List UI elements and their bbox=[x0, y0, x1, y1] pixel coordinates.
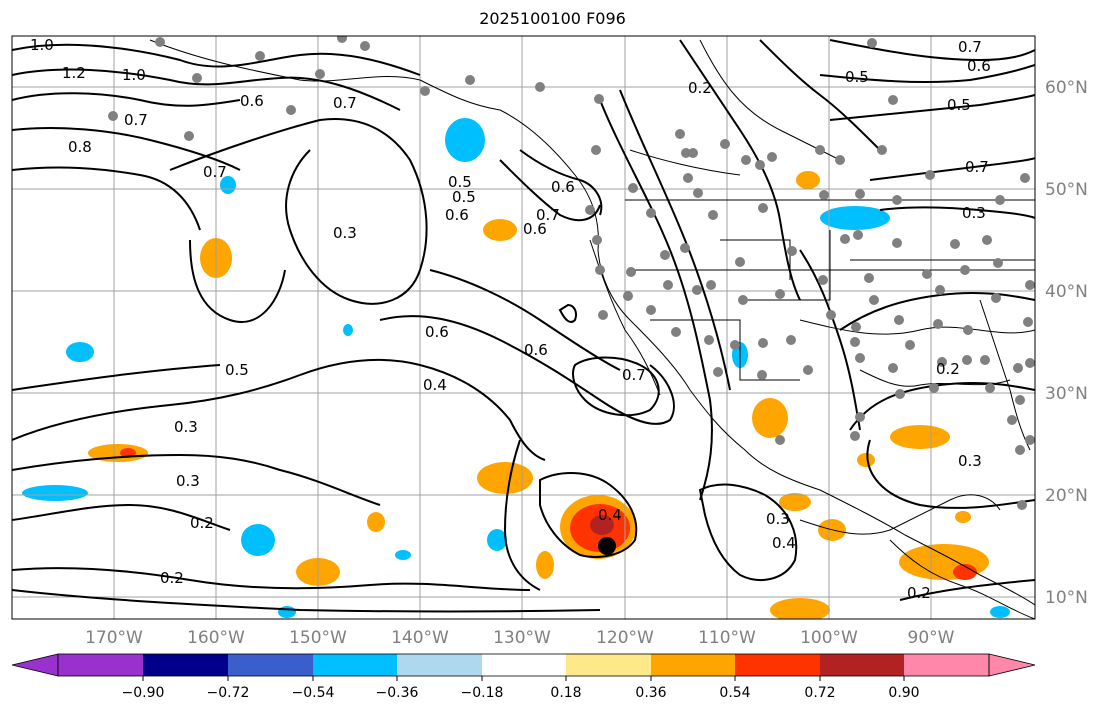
colorbar-segment bbox=[735, 654, 820, 676]
contour-label: 0.5 bbox=[448, 173, 472, 191]
contour-label: 0.2 bbox=[907, 584, 931, 602]
contour-label: 0.2 bbox=[160, 569, 184, 587]
lat-label: 20°N bbox=[1045, 486, 1088, 506]
lon-label: 160°W bbox=[187, 628, 245, 648]
colorbar-segment bbox=[651, 654, 735, 676]
colorbar-segment bbox=[313, 654, 397, 676]
colorbar-ticks: −0.90 −0.72 −0.54 −0.36 −0.18 0.18 0.36 … bbox=[122, 676, 920, 701]
graticule bbox=[12, 36, 1035, 619]
longitude-labels: 170°W 160°W 150°W 140°W 130°W 120°W 110°… bbox=[85, 628, 955, 648]
contour-label: 0.6 bbox=[524, 341, 548, 359]
lon-label: 150°W bbox=[289, 628, 347, 648]
colorbar-segment bbox=[397, 654, 482, 676]
colorbar-tick-label: 0.36 bbox=[635, 685, 666, 701]
contour-label: 0.6 bbox=[551, 178, 575, 196]
contour-label: 0.3 bbox=[766, 510, 790, 528]
colorbar-tick-label: 0.72 bbox=[804, 685, 835, 701]
colorbar-segment bbox=[820, 654, 904, 676]
contour-label: 0.7 bbox=[622, 366, 646, 384]
colorbar-segment bbox=[228, 654, 313, 676]
contour-label: 0.3 bbox=[333, 224, 357, 242]
contour-label: 0.7 bbox=[333, 94, 357, 112]
contour-label: 0.4 bbox=[772, 534, 796, 552]
colorbar-tick-label: −0.54 bbox=[292, 685, 335, 701]
station-markers bbox=[108, 36, 1035, 510]
colorbar-tick-label: −0.90 bbox=[122, 685, 165, 701]
contour-labels: 1.0 1.2 1.0 0.8 0.7 0.6 0.7 0.7 0.6 0.5 … bbox=[30, 36, 991, 602]
contour-label: 0.7 bbox=[965, 158, 989, 176]
contour-label: 0.5 bbox=[225, 361, 249, 379]
colorbar-tick-label: 0.54 bbox=[719, 685, 750, 701]
contour-label: 0.6 bbox=[445, 206, 469, 224]
contour-label: 1.0 bbox=[30, 36, 54, 54]
contour-label: 0.3 bbox=[962, 204, 986, 222]
contour-label: 0.3 bbox=[176, 472, 200, 490]
colorbar-segment bbox=[566, 654, 651, 676]
colorbar bbox=[11, 653, 1036, 677]
contour-label: 0.2 bbox=[190, 514, 214, 532]
contour-label: 0.6 bbox=[240, 92, 264, 110]
colorbar-segment bbox=[11, 653, 59, 677]
contour-label: 1.0 bbox=[122, 66, 146, 84]
contour-label: 0.6 bbox=[967, 57, 991, 75]
contour-label: 0.2 bbox=[936, 360, 960, 378]
latitude-labels: 60°N 50°N 40°N 30°N 20°N 10°N bbox=[1045, 78, 1088, 608]
colorbar-tick-label: −0.36 bbox=[376, 685, 419, 701]
lon-label: 120°W bbox=[596, 628, 654, 648]
storm-center-marker bbox=[598, 537, 616, 555]
colorbar-tick-label: −0.18 bbox=[461, 685, 504, 701]
lat-label: 50°N bbox=[1045, 180, 1088, 200]
lon-label: 130°W bbox=[493, 628, 551, 648]
colorbar-tick-label: 0.18 bbox=[550, 685, 581, 701]
contour-label: 0.5 bbox=[452, 188, 476, 206]
contour-label: 0.6 bbox=[523, 220, 547, 238]
colorbar-segment bbox=[143, 654, 228, 676]
colorbar-segment bbox=[58, 654, 143, 676]
colorbar-segment bbox=[482, 654, 566, 676]
contour-label: 0.7 bbox=[203, 163, 227, 181]
contour-label: 0.3 bbox=[174, 418, 198, 436]
colorbar-tick-label: 0.90 bbox=[888, 685, 919, 701]
map-title: 2025100100 F096 bbox=[479, 9, 626, 28]
contour-label: 0.4 bbox=[423, 376, 447, 394]
lon-label: 170°W bbox=[85, 628, 143, 648]
colorbar-segment bbox=[904, 654, 989, 676]
lon-label: 90°W bbox=[908, 628, 955, 648]
contour-label: 0.8 bbox=[68, 138, 92, 156]
lat-label: 30°N bbox=[1045, 384, 1088, 404]
contour-label: 0.5 bbox=[947, 96, 971, 114]
map-area bbox=[12, 36, 1035, 619]
lon-label: 140°W bbox=[391, 628, 449, 648]
contour-label: 0.4 bbox=[598, 506, 622, 524]
map-frame bbox=[11, 35, 1036, 620]
lat-label: 40°N bbox=[1045, 282, 1088, 302]
contours bbox=[12, 39, 1035, 613]
colorbar-frame bbox=[57, 653, 990, 677]
contour-label: 0.7 bbox=[124, 111, 148, 129]
contour-label: 0.7 bbox=[958, 38, 982, 56]
lat-label: 60°N bbox=[1045, 78, 1088, 98]
colorbar-segment bbox=[988, 653, 1036, 677]
lat-label: 10°N bbox=[1045, 588, 1088, 608]
contour-label: 0.3 bbox=[958, 452, 982, 470]
contour-label: 0.7 bbox=[536, 206, 560, 224]
contour-label: 1.2 bbox=[62, 64, 86, 82]
lon-label: 100°W bbox=[800, 628, 858, 648]
lon-label: 110°W bbox=[698, 628, 756, 648]
contour-label: 0.5 bbox=[845, 68, 869, 86]
contour-label: 0.6 bbox=[425, 323, 449, 341]
contour-label: 0.2 bbox=[688, 79, 712, 97]
colorbar-tick-label: −0.72 bbox=[207, 685, 250, 701]
